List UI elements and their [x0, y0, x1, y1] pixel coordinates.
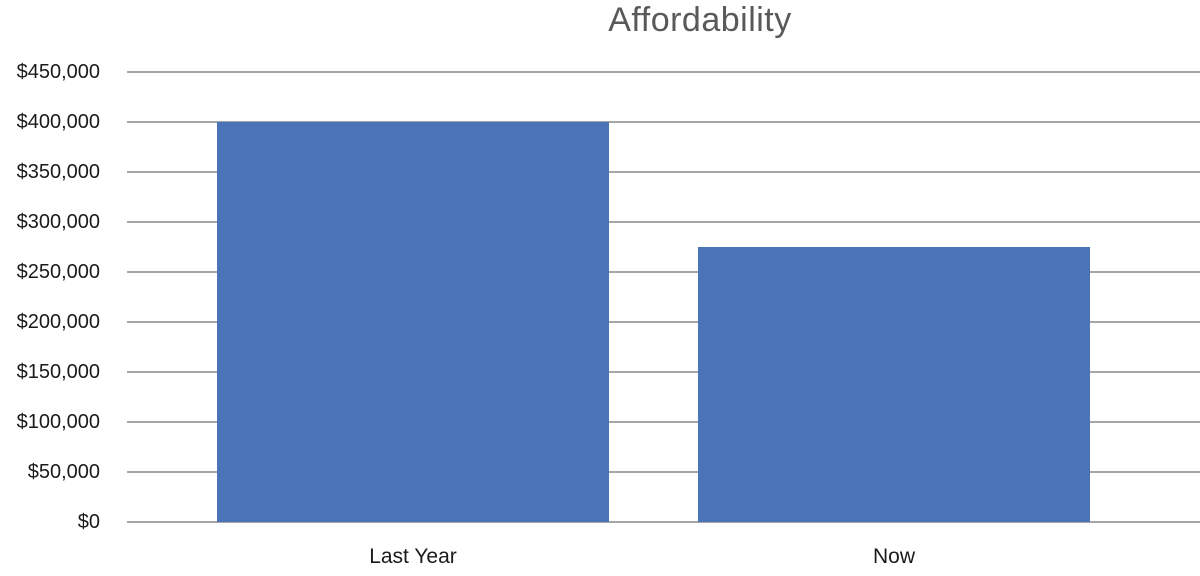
bar-now	[698, 247, 1090, 522]
gridline	[127, 371, 1200, 373]
gridline	[127, 321, 1200, 323]
x-axis-category-label: Now	[872, 545, 916, 568]
y-axis-tick-label: $450,000	[16, 61, 100, 83]
y-axis-tick-label: $200,000	[16, 311, 100, 333]
gridline	[127, 271, 1200, 273]
bar-last-year	[217, 122, 609, 522]
gridline	[127, 471, 1200, 473]
y-axis-tick-label: $150,000	[16, 361, 100, 383]
y-axis-tick-label: $350,000	[16, 161, 100, 183]
gridline	[127, 71, 1200, 73]
chart-title: Affordability	[608, 1, 792, 39]
y-axis-tick-label: $250,000	[16, 261, 100, 283]
gridline	[127, 221, 1200, 223]
y-axis-tick-label: $50,000	[27, 461, 100, 483]
y-axis-tick-label: $100,000	[16, 411, 100, 433]
x-axis-category-label: Last Year	[369, 545, 457, 568]
gridline	[127, 521, 1200, 523]
y-axis-tick-label: $400,000	[16, 111, 100, 133]
gridline	[127, 171, 1200, 173]
gridline	[127, 121, 1200, 123]
y-axis-tick-label: $300,000	[16, 211, 100, 233]
y-axis-tick-label: $0	[77, 511, 100, 533]
gridline	[127, 421, 1200, 423]
